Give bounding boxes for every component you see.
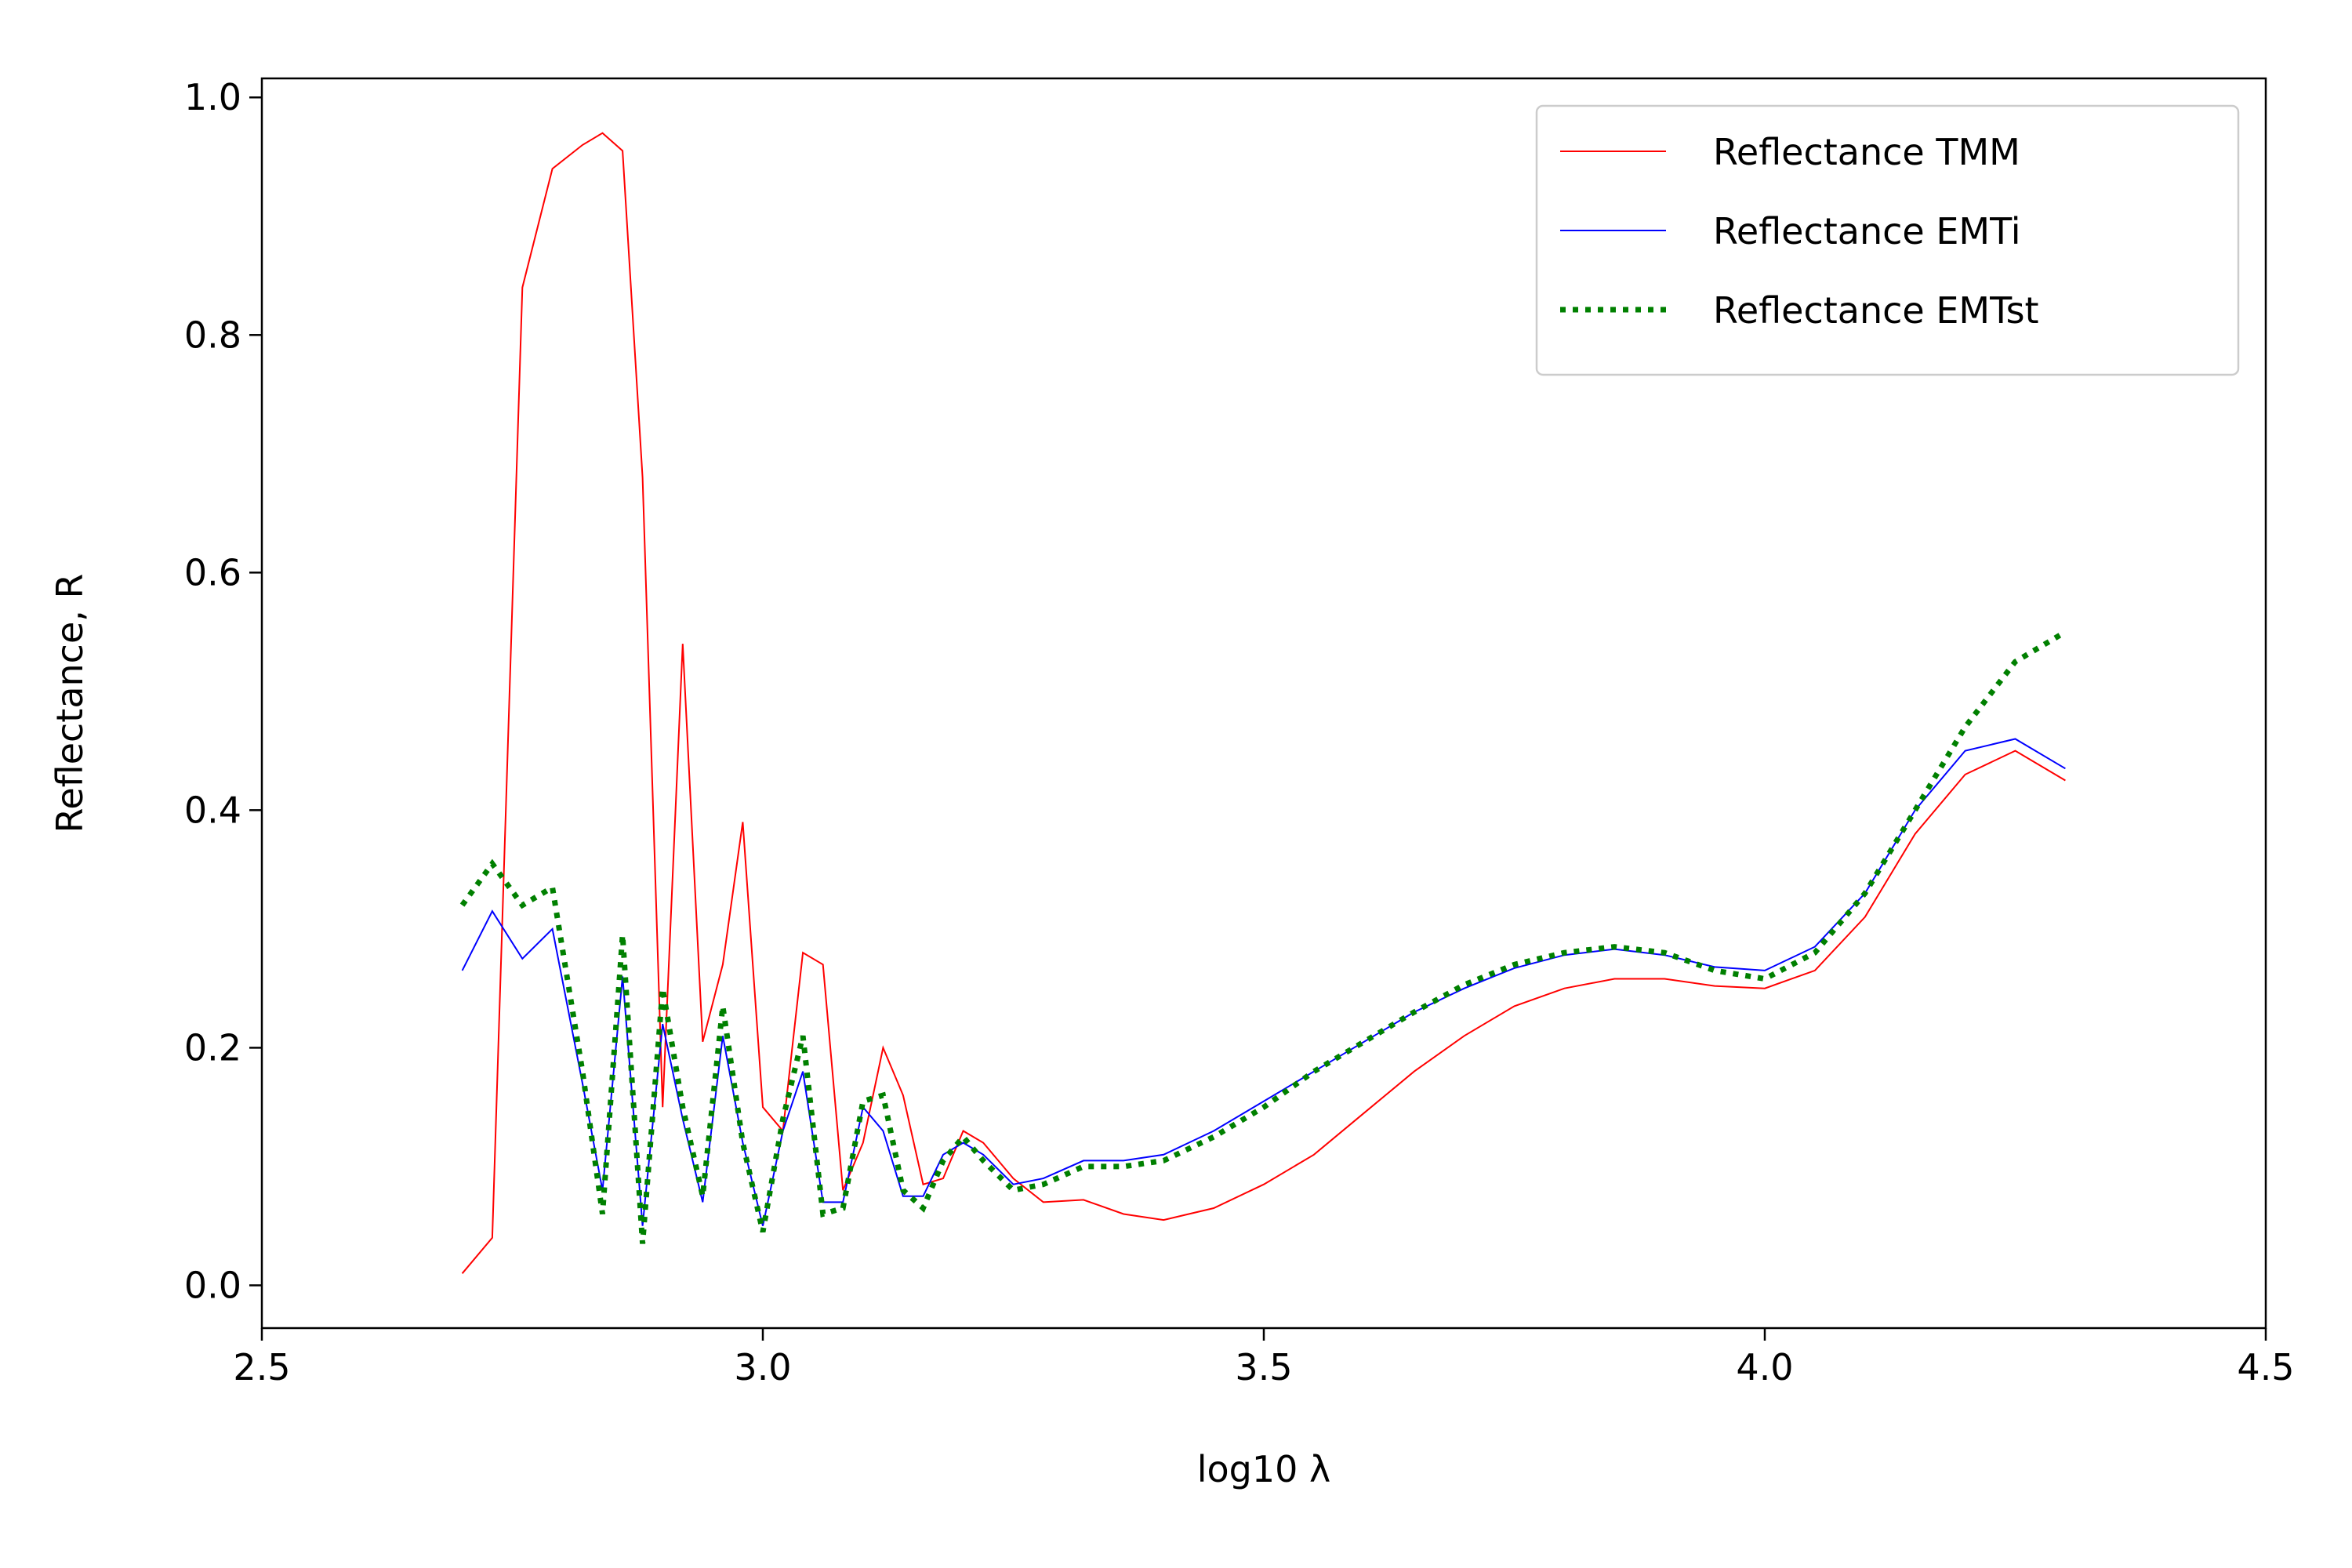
legend-label: Reflectance TMM [1713, 131, 2020, 173]
x-tick-label: 3.5 [1235, 1346, 1292, 1388]
legend-label: Reflectance EMTst [1713, 289, 2039, 332]
y-tick-label: 0.4 [184, 789, 241, 831]
y-tick-label: 0.2 [184, 1026, 241, 1069]
x-axis-label: log10 λ [1197, 1448, 1331, 1490]
y-tick-label: 0.0 [184, 1264, 241, 1306]
series-line [459, 630, 2067, 1244]
x-tick-label: 4.0 [1736, 1346, 1793, 1388]
x-tick-label: 3.0 [734, 1346, 791, 1388]
x-tick-label: 2.5 [233, 1346, 290, 1388]
legend-box [1535, 104, 2240, 376]
y-tick-label: 1.0 [184, 76, 241, 118]
series-line [461, 132, 2066, 1274]
y-tick-label: 0.6 [184, 551, 241, 593]
x-tick-label: 4.5 [2237, 1346, 2294, 1388]
legend-label: Reflectance EMTi [1713, 210, 2021, 252]
plot-frame [260, 77, 2267, 1330]
y-axis-label: Reflectance, R [49, 574, 91, 833]
y-tick-label: 0.8 [184, 314, 241, 356]
